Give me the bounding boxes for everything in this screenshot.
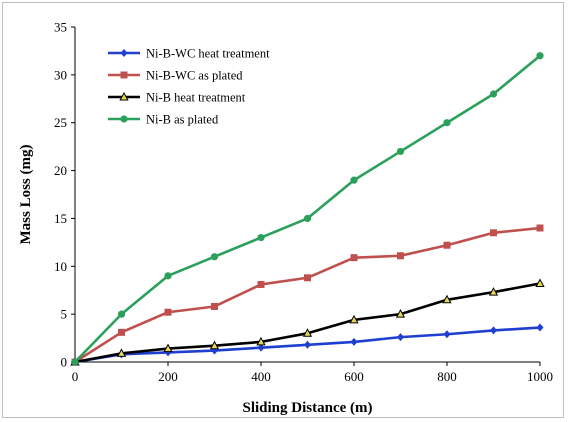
legend-marker <box>119 91 129 101</box>
data-point <box>535 278 545 288</box>
y-tick-label: 30 <box>54 67 67 82</box>
legend-marker <box>120 49 128 57</box>
data-point <box>489 90 498 98</box>
data-point <box>117 310 126 318</box>
data-point <box>350 176 358 184</box>
series-line <box>74 54 541 363</box>
y-tick-label: 15 <box>54 211 67 226</box>
legend-label: Ni-B-WC as plated <box>146 69 243 83</box>
data-point <box>397 333 404 342</box>
data-point <box>116 348 127 357</box>
data-point <box>256 336 266 346</box>
y-tick-label: 10 <box>54 259 67 274</box>
data-point <box>304 340 311 349</box>
y-tick-label: 25 <box>54 115 67 130</box>
data-point <box>164 308 172 316</box>
chart-frame <box>2 2 564 418</box>
data-point <box>209 340 220 350</box>
legend-item: Ni-B heat treatment <box>108 91 246 105</box>
data-point <box>443 119 451 127</box>
data-point <box>71 358 79 366</box>
data-point <box>490 326 497 335</box>
data-point <box>303 214 312 223</box>
series-2 <box>71 224 544 366</box>
legend-label: Ni-B heat treatment <box>146 91 246 105</box>
data-point <box>488 287 499 296</box>
y-tick-label: 20 <box>54 163 67 178</box>
data-point <box>395 309 406 318</box>
data-point <box>349 314 359 324</box>
data-point <box>211 302 218 310</box>
data-point <box>536 52 544 60</box>
data-point <box>396 147 405 156</box>
legend: Ni-B-WC heat treatment Ni-B-WC as plated N… <box>108 47 270 127</box>
x-tick-label: 800 <box>437 369 457 384</box>
y-tick-label: 35 <box>54 20 67 35</box>
series-4 <box>71 52 544 366</box>
x-tick-label: 400 <box>251 369 271 384</box>
legend-item: Ni-B-WC as plated <box>108 69 243 83</box>
x-tick-label: 200 <box>158 369 178 384</box>
data-point <box>350 337 358 346</box>
data-point <box>164 272 172 280</box>
data-point <box>302 328 313 337</box>
data-point <box>163 343 173 353</box>
data-point <box>397 252 404 260</box>
legend-item: Ni-B as plated <box>108 113 219 127</box>
legend-marker <box>120 115 128 123</box>
data-point <box>210 253 219 261</box>
data-point <box>442 294 452 304</box>
legend-item: Ni-B-WC heat treatment <box>108 47 270 61</box>
legend-label: Ni-B-WC heat treatment <box>146 47 270 61</box>
data-point <box>350 254 358 262</box>
x-tick-label: 0 <box>72 369 79 384</box>
data-point <box>536 323 544 332</box>
data-point <box>536 224 544 232</box>
data-point <box>257 280 265 288</box>
data-point <box>118 328 125 336</box>
y-tick-label: 5 <box>61 307 68 322</box>
data-point <box>257 343 265 352</box>
y-tick-label: 0 <box>61 355 68 370</box>
series-layer <box>70 52 545 366</box>
series-3 <box>70 278 545 366</box>
data-point <box>257 233 265 242</box>
legend-marker <box>120 71 128 79</box>
x-tick-label: 1000 <box>527 369 553 384</box>
data-point <box>490 229 497 237</box>
data-point <box>304 274 311 282</box>
y-axis-title: Mass Loss (mg) <box>18 144 34 244</box>
x-axis-title: Sliding Distance (m) <box>242 400 372 416</box>
data-point <box>443 241 451 249</box>
legend-label: Ni-B as plated <box>146 113 219 127</box>
data-point <box>443 330 451 339</box>
x-tick-label: 600 <box>344 369 364 384</box>
